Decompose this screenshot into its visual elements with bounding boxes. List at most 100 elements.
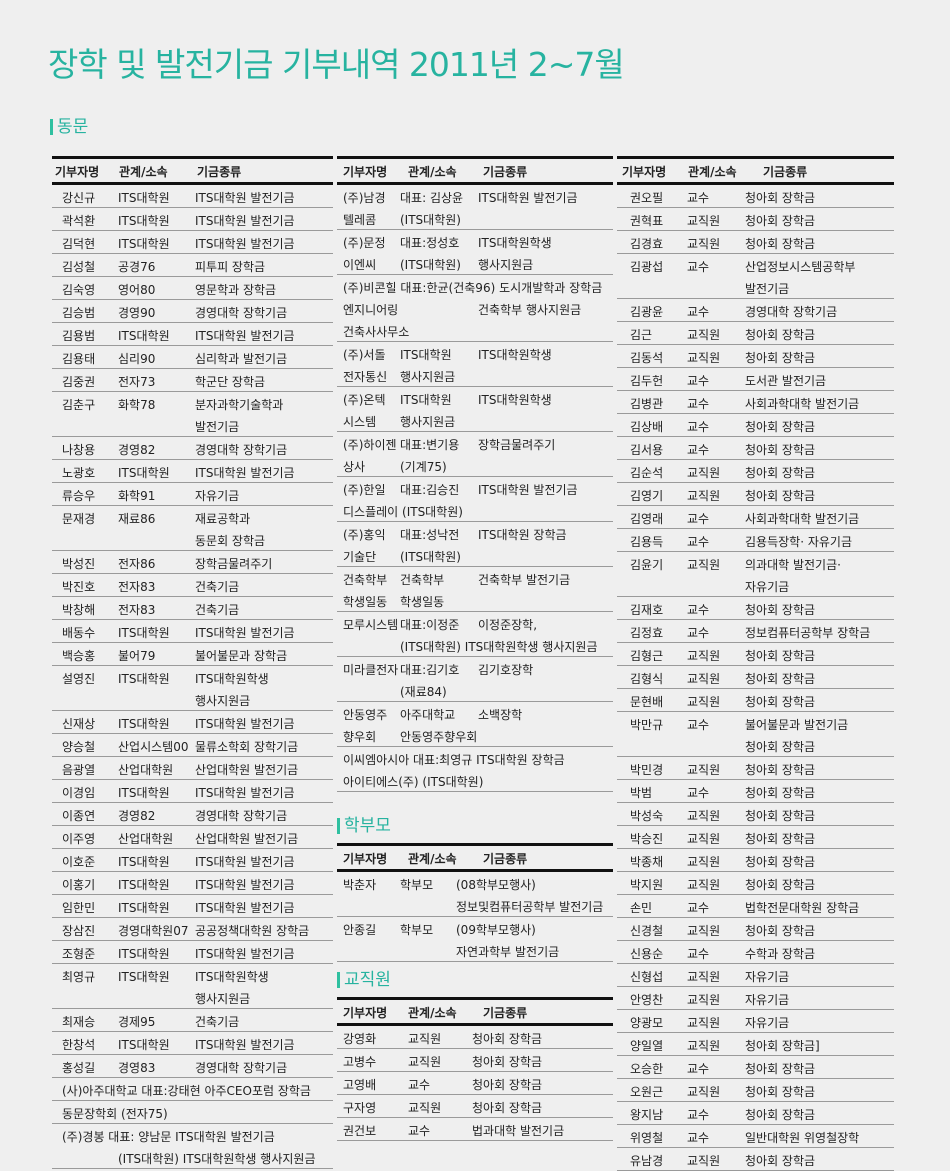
table-row: 김광섭 교수 산업정보시스템공학부 발전기금 [617, 254, 894, 299]
row-text: 이씨엠아시아 대표:최영규 ITS대학원 장학금 [343, 753, 565, 767]
affiliation: (ITS대학원) [400, 213, 461, 227]
donor-header: 기부자명 [55, 165, 100, 179]
row-line: 김상배 교수 청아회 장학금 [617, 414, 894, 436]
table-row: 김서용 교수 청아회 장학금 [617, 437, 894, 460]
fund-header: 기금종류 [483, 165, 528, 179]
fund-type: 산업대학원 발전기금 [195, 763, 299, 777]
table-row: 김승범 경영90 경영대학 장학기금 [52, 300, 333, 323]
table-row: 권혁표 교직원 청아회 장학금 [617, 208, 894, 231]
row-line: 발전기금 [617, 276, 894, 298]
affiliation: 교직원 [687, 1085, 721, 1099]
affiliation: 교직원 [687, 328, 721, 342]
donor-name: 엔지니어링 [343, 303, 399, 317]
section-label-faculty: 교직원 [337, 969, 391, 991]
row-line: 김재호 교수 청아회 장학금 [617, 597, 894, 619]
row-line: 양승철 산업시스템00 물류소학회 장학기금 [52, 734, 333, 756]
fund-type: ITS대학원학생 [478, 236, 552, 250]
row-line: 양광모 교직원 자유기금 [617, 1010, 894, 1032]
fund-type: 청아회 장학금 [745, 420, 816, 434]
row-line: 권오필 교수 청아회 장학금 [617, 185, 894, 207]
fund-type: 청아회 장학금 [745, 649, 816, 663]
table-row: 김춘구 화학78 분자과학기술학과 발전기금 [52, 392, 333, 437]
table-row: 김경효 교직원 청아회 장학금 [617, 231, 894, 254]
fund-type: 청아회 장학금 [745, 489, 816, 503]
row-line: 김덕현 ITS대학원 ITS대학원 발전기금 [52, 231, 333, 253]
donor-name: (주)하이젠 [343, 438, 397, 452]
table-row: (주)홍익 대표:성낙전 ITS대학원 장학금 기술단 (ITS대학원) [337, 522, 613, 567]
affiliation: 교수 [687, 718, 710, 732]
row-line: 자유기금 [617, 574, 894, 596]
fund-type: 건축기금 [195, 603, 240, 617]
donor-name: 안영찬 [630, 993, 664, 1007]
row-line: 전자통신 행사지원금 [337, 364, 613, 386]
table-row: 이경임 ITS대학원 ITS대학원 발전기금 [52, 780, 333, 803]
fund-type: 사회과학대학 발전기금 [745, 512, 860, 526]
fund-type: ITS대학원 발전기금 [195, 786, 295, 800]
affiliation: 건축학부 [400, 573, 445, 587]
fund-type: 청아회 장학금 [745, 786, 816, 800]
affiliation: ITS대학원 [118, 466, 170, 480]
row-line: 안종길 학부모 (09학부모행사) [337, 917, 613, 939]
table-row: 고병수 교직원 청아회 장학금 [337, 1049, 613, 1072]
table-header: 기부자명 관계/소속 기금종류 [337, 997, 613, 1026]
donor-name: 신재상 [62, 717, 96, 731]
fund-type: (09학부모행사) [456, 923, 536, 937]
table-row: 양광모 교직원 자유기금 [617, 1010, 894, 1033]
affiliation: 교수 [687, 947, 710, 961]
table-row: 나창용 경영82 경영대학 장학기금 [52, 437, 333, 460]
faculty-table-2: 기부자명 관계/소속 기금종류 권오필 교수 청아회 장학금 권혁표 교직원 청아회 장학금 김경… [617, 156, 894, 1171]
row-line: 향우회 안동영주향우회 [337, 724, 613, 746]
donor-name: 박춘자 [343, 878, 377, 892]
row-line: (주)서돌 ITS대학원 ITS대학원학생 [337, 342, 613, 364]
fund-type: 물류소학회 장학기금 [195, 740, 299, 754]
donor-name: 곽석환 [62, 214, 96, 228]
row-text: 디스플레이 (ITS대학원) [343, 505, 463, 519]
donor-name: 건축학부 [343, 573, 388, 587]
row-text: (주)비콘힐 대표:한균(건축96) 도시개발학과 장학금 [343, 281, 603, 295]
affiliation: 교직원 [687, 466, 721, 480]
table-row: 박성진 전자86 장학금물려주기 [52, 551, 333, 574]
affiliation: 교직원 [687, 558, 721, 572]
fund-type: 청아회 장학금 [472, 1032, 543, 1046]
row-line: 장삼진 경영대학원07 공공정책대학원 장학금 [52, 918, 333, 940]
row-line: 권건보 교수 법과대학 발전기금 [337, 1118, 613, 1140]
affiliation: (ITS대학원) ITS대학원학생 행사지원금 [118, 1152, 316, 1166]
donor-name: 오원근 [630, 1085, 664, 1099]
affiliation: 교수 [687, 260, 710, 274]
fund-type: 행사지원금 [195, 992, 251, 1006]
row-line: (주)남경 대표: 김상윤 ITS대학원 발전기금 [337, 185, 613, 207]
affiliation: 교수 [687, 603, 710, 617]
affiliation: ITS대학원 [118, 901, 170, 915]
table-row: 김병관 교수 사회과학대학 발전기금 [617, 391, 894, 414]
affiliation-header: 관계/소속 [408, 852, 457, 866]
donor-name: 김용범 [62, 329, 96, 343]
affiliation: ITS대학원 [118, 1038, 170, 1052]
fund-type: 청아회 장학금 [745, 466, 816, 480]
donor-name: 노광호 [62, 466, 96, 480]
fund-type: 건축기금 [195, 580, 240, 594]
affiliation: 대표:성낙전 [400, 528, 460, 542]
fund-type: 청아회 장학금 [745, 237, 816, 251]
affiliation: ITS대학원 [118, 717, 170, 731]
fund-type: 청아회 장학금 [745, 191, 816, 205]
fund-type: 청아회 장학금 [745, 603, 816, 617]
donor-name: 이주영 [62, 832, 96, 846]
row-line: 이홍기 ITS대학원 ITS대학원 발전기금 [52, 872, 333, 894]
donor-name: 김상배 [630, 420, 664, 434]
affiliation: 산업대학원 [118, 763, 174, 777]
affiliation: 전자83 [118, 603, 156, 617]
affiliation: 경영82 [118, 809, 156, 823]
row-line: 김광섭 교수 산업정보시스템공학부 [617, 254, 894, 276]
table-row: 문재경 재료86 재료공학과 동문회 장학금 [52, 506, 333, 551]
fund-type: 청아회 장학금 [745, 214, 816, 228]
fund-type: 발전기금 [195, 420, 240, 434]
affiliation: 교직원 [687, 878, 721, 892]
table-row: 신재상 ITS대학원 ITS대학원 발전기금 [52, 711, 333, 734]
fund-type: 도서관 발전기금 [745, 374, 827, 388]
fund-type: 행사지원금 [478, 258, 534, 272]
row-line: 텔레콤 (ITS대학원) [337, 207, 613, 229]
fund-type: 청아회 장학금 [745, 328, 816, 342]
affiliation: 재료86 [118, 512, 156, 526]
affiliation: 행사지원금 [400, 370, 456, 384]
donor-name: 신경철 [630, 924, 664, 938]
